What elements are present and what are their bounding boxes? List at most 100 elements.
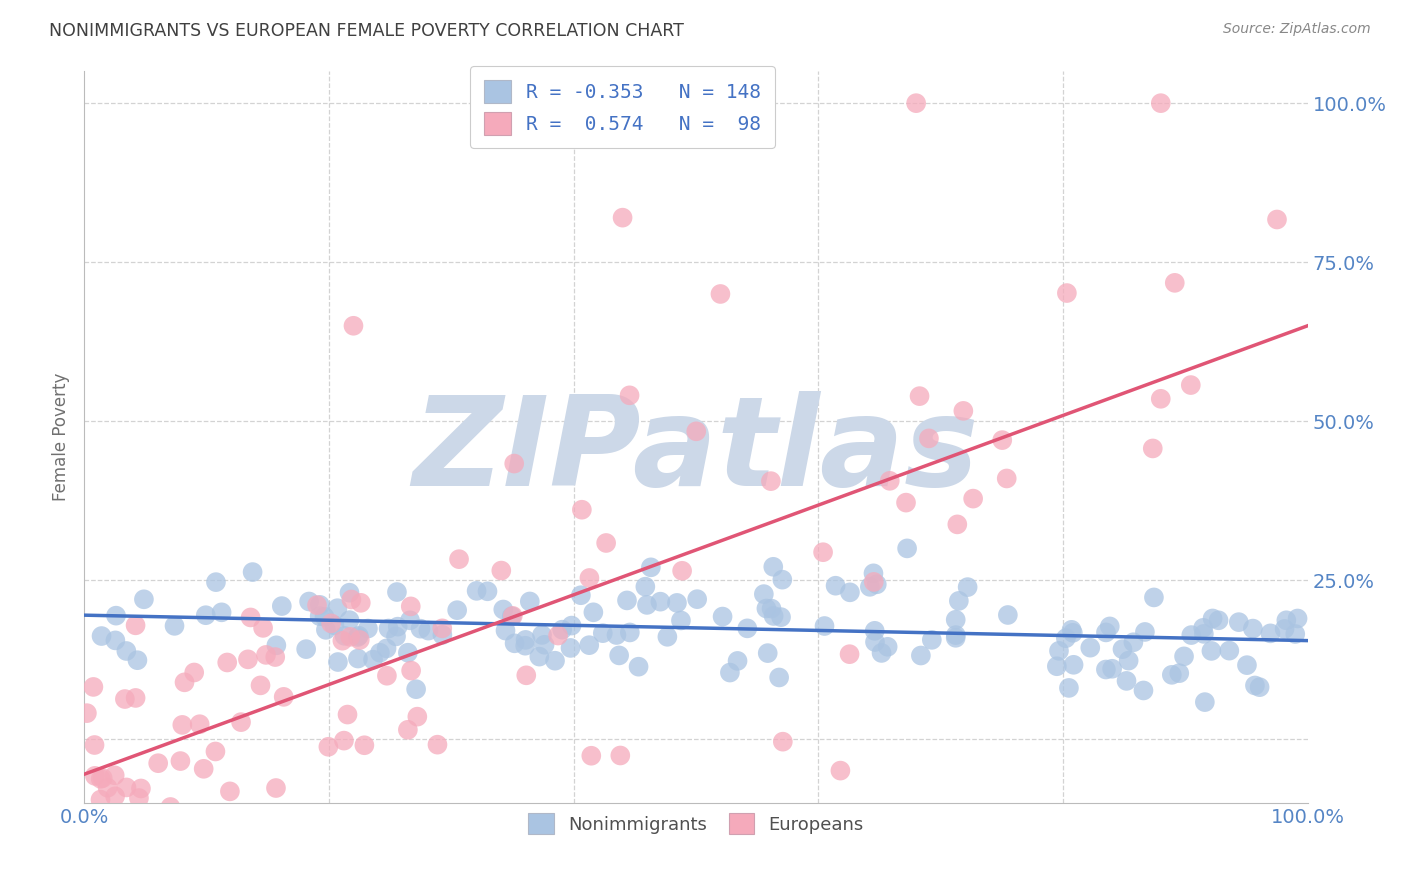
Point [945, 613, 967, 627]
Point [879, 474, 901, 488]
Point [418, 624, 440, 638]
Point [396, 723, 419, 737]
Point [368, 646, 391, 660]
Point [752, 587, 775, 601]
Point [375, 669, 398, 683]
Point [1063, 657, 1085, 672]
Point [995, 471, 1018, 485]
Point [124, 618, 146, 632]
Point [347, 629, 370, 643]
Point [1274, 622, 1296, 636]
Point [770, 610, 793, 624]
Point [1244, 678, 1267, 692]
Point [718, 665, 741, 680]
Point [838, 647, 860, 661]
Point [619, 625, 641, 640]
Point [894, 495, 917, 509]
Point [239, 610, 262, 624]
Point [104, 768, 127, 782]
Point [1150, 96, 1173, 111]
Point [1056, 286, 1078, 301]
Point [862, 566, 884, 581]
Point [501, 609, 523, 624]
Point [264, 650, 287, 665]
Point [515, 668, 537, 682]
Point [1180, 628, 1202, 642]
Point [114, 692, 136, 706]
Point [1218, 643, 1240, 657]
Point [551, 623, 574, 637]
Point [129, 781, 152, 796]
Point [686, 592, 709, 607]
Point [1227, 615, 1250, 629]
Point [409, 622, 432, 636]
Point [82, 680, 104, 694]
Point [90, 629, 112, 643]
Point [607, 648, 630, 663]
Point [298, 594, 321, 608]
Point [813, 619, 835, 633]
Point [896, 541, 918, 556]
Point [921, 632, 943, 647]
Point [183, 665, 205, 680]
Point [333, 629, 356, 643]
Point [762, 559, 785, 574]
Point [515, 639, 537, 653]
Point [318, 739, 340, 754]
Point [148, 756, 170, 771]
Point [1095, 663, 1118, 677]
Point [945, 631, 967, 645]
Point [612, 211, 634, 225]
Point [326, 655, 349, 669]
Point [609, 748, 631, 763]
Point [1142, 442, 1164, 456]
Point [592, 626, 614, 640]
Point [1133, 624, 1156, 639]
Point [1284, 627, 1306, 641]
Point [756, 646, 779, 660]
Point [962, 491, 984, 506]
Point [492, 602, 515, 616]
Point [491, 564, 513, 578]
Point [1118, 654, 1140, 668]
Point [657, 630, 679, 644]
Point [340, 592, 363, 607]
Point [515, 632, 537, 647]
Point [339, 630, 361, 644]
Point [89, 792, 111, 806]
Point [115, 644, 138, 658]
Point [755, 601, 778, 615]
Point [91, 771, 114, 785]
Point [205, 575, 228, 590]
Point [132, 592, 155, 607]
Point [759, 474, 782, 488]
Point [163, 619, 186, 633]
Point [1194, 695, 1216, 709]
Point [326, 601, 349, 615]
Point [339, 613, 361, 627]
Point [1201, 644, 1223, 658]
Point [531, 628, 554, 642]
Point [495, 624, 517, 638]
Point [90, 772, 112, 786]
Point [128, 791, 150, 805]
Point [1173, 649, 1195, 664]
Point [1160, 668, 1182, 682]
Point [1275, 613, 1298, 627]
Point [908, 389, 931, 403]
Point [634, 580, 657, 594]
Point [347, 651, 370, 665]
Point [1054, 631, 1077, 645]
Point [426, 738, 449, 752]
Point [342, 318, 364, 333]
Point [619, 388, 641, 402]
Point [1192, 621, 1215, 635]
Point [876, 640, 898, 654]
Point [308, 609, 330, 624]
Point [314, 609, 336, 624]
Point [1249, 680, 1271, 694]
Point [863, 635, 886, 649]
Point [252, 621, 274, 635]
Point [910, 648, 932, 663]
Point [502, 608, 524, 623]
